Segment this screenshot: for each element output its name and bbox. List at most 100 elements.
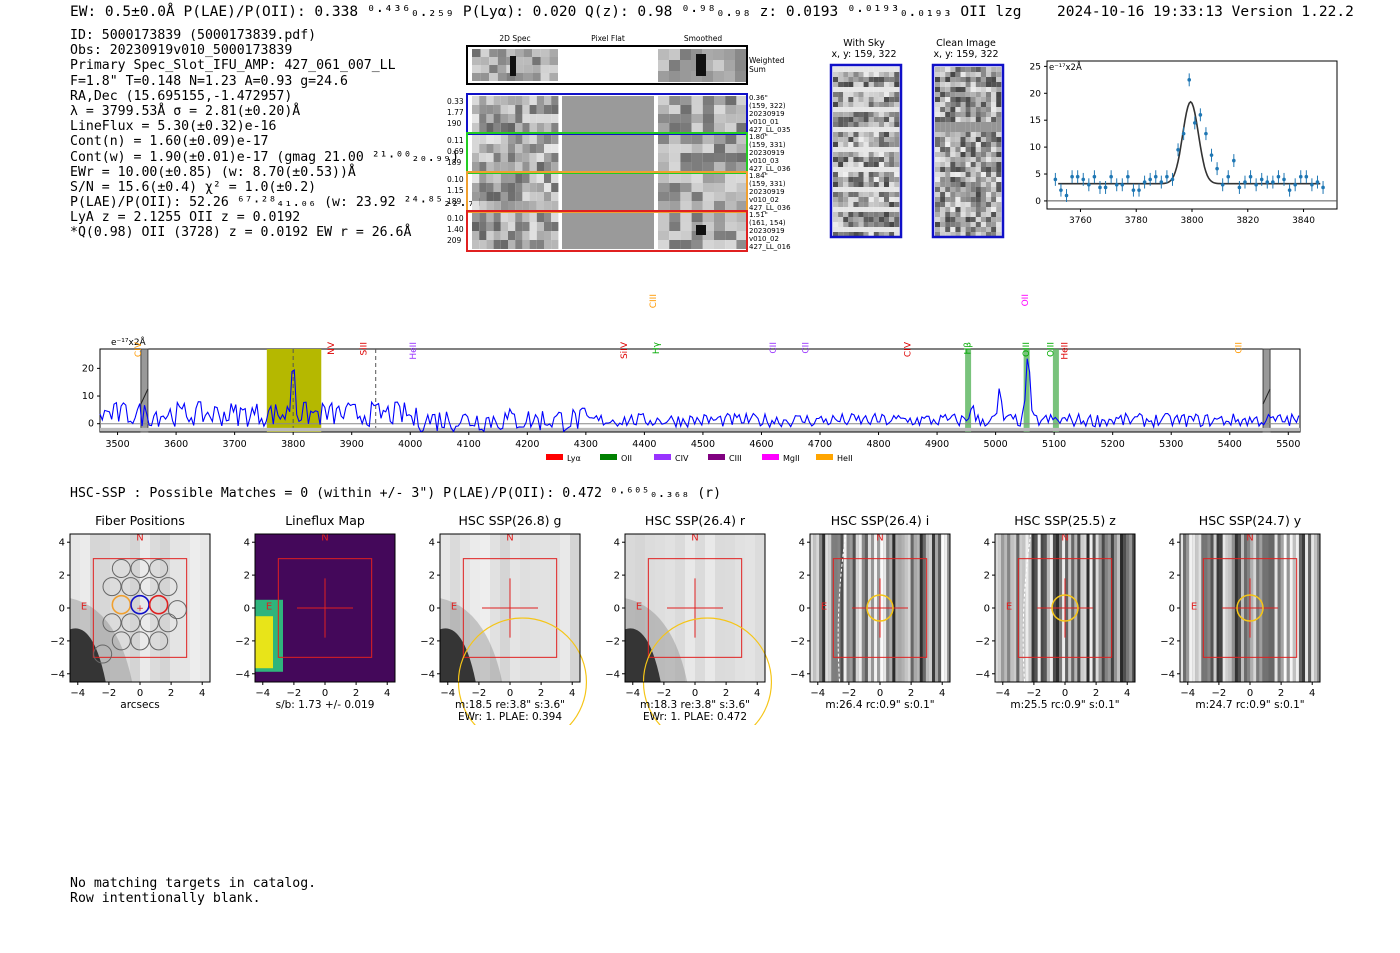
fiber-pixel	[500, 153, 508, 162]
sky-pixel	[889, 152, 895, 157]
smoothed-pixel	[714, 201, 726, 210]
sky-pixel	[863, 67, 869, 72]
weighted-smoothed-pixel	[680, 71, 691, 82]
fiber-pixel	[500, 222, 508, 231]
smoothed-pixel	[658, 213, 670, 222]
cutout-xtick-label: 4	[384, 688, 390, 699]
fiber-pixel	[493, 135, 501, 144]
cutout-stripe	[944, 534, 948, 682]
sky-pixel	[940, 97, 946, 102]
sky-pixel	[863, 142, 869, 147]
sky-pixel	[884, 227, 890, 232]
zoom-data-point	[1237, 185, 1242, 190]
sky-pixel	[868, 172, 874, 177]
sky-pixel	[960, 87, 966, 92]
fiber-row-right-label: 20230919	[749, 110, 785, 118]
smoothed-pixel	[658, 96, 670, 105]
sky-pixel	[940, 182, 946, 187]
sky-pixel	[980, 207, 986, 212]
sky-pixel	[945, 147, 951, 152]
sky-pixel	[884, 147, 890, 152]
fiber-pixel	[472, 162, 480, 171]
sky-pixel	[878, 192, 884, 197]
cutout-column	[110, 534, 120, 682]
sky-pixel	[996, 87, 1002, 92]
cutout-xtick-label: 0	[1062, 688, 1068, 699]
fiber-pixel	[479, 231, 487, 240]
fiber-pixel	[522, 240, 530, 249]
info-line: P(LAE)/P(OII): 52.26 ⁶⁷·²⁸₄₁.₀₆ (w: 23.9…	[70, 195, 483, 211]
smoothed-pixel	[691, 114, 703, 123]
fiber-pixel	[479, 213, 487, 222]
with-sky-coord: x, y: 159, 322	[831, 49, 896, 60]
fiber-pixel	[515, 105, 523, 114]
sky-pixel	[945, 142, 951, 147]
sky-pixel	[986, 87, 992, 92]
fiber-pixel	[486, 162, 494, 171]
sky-pixel	[878, 67, 884, 72]
sky-pixel	[980, 197, 986, 202]
fiber-pixel	[522, 201, 530, 210]
zoom-data-point	[1243, 180, 1247, 184]
fiber-pixel	[529, 213, 537, 222]
smoothed-pixel	[669, 201, 681, 210]
sky-pixel	[848, 217, 854, 222]
smoothed-pixel	[714, 105, 726, 114]
sky-pixel	[986, 107, 992, 112]
sky-pixel	[965, 107, 971, 112]
weighted-label-2: Sum	[749, 65, 766, 74]
cutout-xtick-label: 4	[754, 688, 760, 699]
smoothed-pixel	[702, 153, 714, 162]
fiber-pixel	[508, 135, 516, 144]
weighted-smoothed-pixel	[713, 71, 724, 82]
cutout-column	[130, 534, 140, 682]
cutout-xtick-label: 0	[1247, 688, 1253, 699]
cutout-stripe	[1210, 534, 1214, 682]
sky-pixel	[868, 167, 874, 172]
sky-pixel	[935, 202, 941, 207]
east-label: E	[451, 602, 457, 613]
sky-pixel	[996, 192, 1002, 197]
sky-pixel	[894, 137, 900, 142]
sky-pixel	[894, 112, 900, 117]
sky-pixel	[858, 152, 864, 157]
fiber-pixel	[536, 240, 544, 249]
sky-pixel	[884, 72, 890, 77]
sky-pixel	[945, 197, 951, 202]
sky-pixel	[858, 232, 864, 237]
cutout-stripe	[1113, 534, 1117, 682]
sky-pixel	[884, 82, 890, 87]
cutout-caption: m:24.7 rc:0.9" s:0.1"	[1195, 699, 1304, 711]
sky-pixel	[950, 197, 956, 202]
sky-pixel	[945, 162, 951, 167]
sky-pixel	[960, 127, 966, 132]
cutout-stripe	[837, 534, 841, 682]
sky-pixel	[955, 147, 961, 152]
sky-pixel	[838, 192, 844, 197]
fiber-pixel	[551, 222, 559, 231]
sky-pixel	[853, 122, 859, 127]
sky-pixel	[950, 82, 956, 87]
sky-pixel	[884, 192, 890, 197]
sky-pixel	[991, 97, 997, 102]
sky-pixel	[889, 157, 895, 162]
center-cross: +	[136, 604, 144, 614]
sky-pixel	[940, 227, 946, 232]
cutout-stripe	[1289, 534, 1293, 682]
sky-pixel	[863, 122, 869, 127]
sky-pixel	[868, 87, 874, 92]
sky-pixel	[975, 137, 981, 142]
smoothed-pixel	[702, 162, 714, 171]
sky-pixel	[843, 177, 849, 182]
sky-pixel	[950, 67, 956, 72]
sky-pixel	[853, 147, 859, 152]
smoothed-pixel	[725, 192, 737, 201]
fiber-circle	[93, 644, 113, 664]
north-label: N	[691, 533, 698, 544]
sky-pixel	[950, 222, 956, 227]
sky-pixel	[848, 77, 854, 82]
cutout-stripe	[1007, 534, 1011, 682]
fiber-pixel	[536, 192, 544, 201]
fiber-pixel	[500, 96, 508, 105]
sky-pixel	[980, 132, 986, 137]
